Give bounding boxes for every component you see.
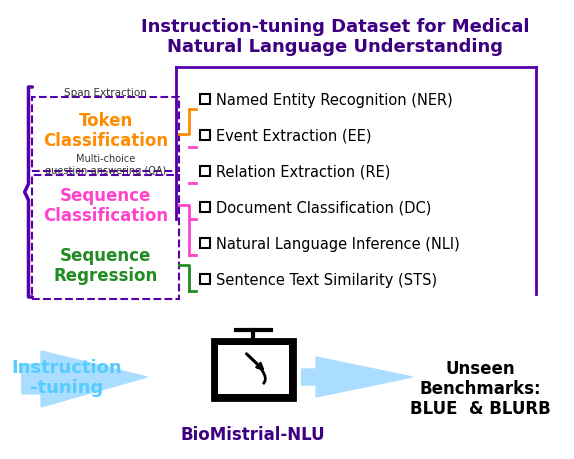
FancyBboxPatch shape	[32, 98, 179, 172]
FancyBboxPatch shape	[32, 176, 179, 299]
Text: Named Entity Recognition (NER): Named Entity Recognition (NER)	[216, 92, 452, 107]
Bar	[200, 95, 210, 105]
Text: Token
Classification: Token Classification	[43, 112, 168, 150]
Text: Span Extraction: Span Extraction	[64, 88, 147, 98]
Text: Sequence
Regression: Sequence Regression	[53, 246, 158, 285]
Text: Instruction
-tuning: Instruction -tuning	[12, 358, 122, 397]
Text: Unseen: Unseen	[445, 359, 515, 377]
Bar	[200, 202, 210, 213]
Bar	[200, 239, 210, 248]
Text: Relation Extraction (RE): Relation Extraction (RE)	[216, 164, 390, 179]
Text: Natural Language Inference (NLI): Natural Language Inference (NLI)	[216, 236, 459, 251]
Text: Document Classification (DC): Document Classification (DC)	[216, 200, 431, 215]
Text: Unseen: Unseen	[445, 360, 515, 378]
Text: Multi-choice
question-answering (QA): Multi-choice question-answering (QA)	[45, 154, 166, 176]
Text: Instruction-tuning Dataset for Medical: Instruction-tuning Dataset for Medical	[141, 18, 530, 36]
Text: Sentence Text Similarity (STS): Sentence Text Similarity (STS)	[216, 272, 437, 287]
Text: Event Extraction (EE): Event Extraction (EE)	[216, 128, 371, 143]
Bar	[200, 274, 210, 285]
Bar	[200, 167, 210, 177]
Polygon shape	[301, 357, 413, 397]
Text: Natural Language Understanding: Natural Language Understanding	[167, 38, 503, 56]
Text: Sequence
Classification: Sequence Classification	[43, 186, 168, 225]
Bar	[200, 131, 210, 141]
Text: BLUE  & BLURB: BLUE & BLURB	[410, 399, 550, 417]
FancyBboxPatch shape	[218, 345, 289, 394]
FancyBboxPatch shape	[212, 339, 295, 400]
Text: Benchmarks:: Benchmarks:	[419, 380, 541, 398]
Text: BioMistrial-NLU: BioMistrial-NLU	[181, 425, 325, 443]
Text: BLUE  & BLURB: BLUE & BLURB	[410, 400, 550, 418]
Text: Benchmarks:: Benchmarks:	[419, 379, 541, 397]
Polygon shape	[22, 351, 147, 407]
